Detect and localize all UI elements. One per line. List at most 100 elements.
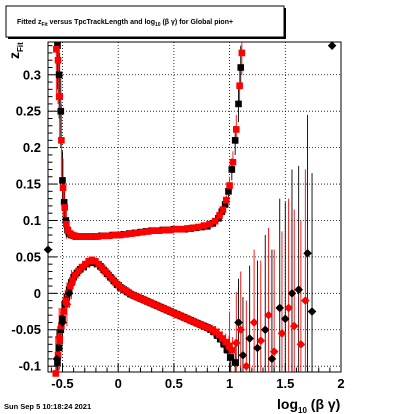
data-point-square xyxy=(90,233,97,240)
data-point-square xyxy=(142,297,149,304)
data-point-square xyxy=(222,338,229,346)
data-point-square xyxy=(122,231,130,238)
data-point-square xyxy=(132,292,139,300)
data-point-square xyxy=(112,279,119,286)
data-point-square xyxy=(118,284,126,292)
data-point-square xyxy=(238,49,246,57)
data-point-square xyxy=(237,64,245,71)
data-point-square xyxy=(229,346,236,354)
data-point-square xyxy=(71,271,79,279)
data-point-square xyxy=(225,188,232,195)
data-point-square xyxy=(228,166,236,173)
data-point-square xyxy=(198,322,206,329)
data-point-square xyxy=(188,317,196,325)
data-point-square xyxy=(60,198,68,206)
chart-title-box: Fitted zFit versus TpcTrackLength and lo… xyxy=(5,5,286,39)
data-point-square xyxy=(229,158,237,166)
data-point-square xyxy=(105,232,113,240)
data-point-square xyxy=(148,300,156,307)
data-point-square xyxy=(219,206,227,213)
y-tick-label: 0.25 xyxy=(16,104,41,119)
data-point-diamond xyxy=(253,343,262,353)
data-point-square xyxy=(78,263,86,271)
x-tick-label: -0.5 xyxy=(51,376,73,391)
data-point-square xyxy=(111,231,119,239)
data-point-diamond xyxy=(264,310,273,320)
data-point-square xyxy=(56,93,63,100)
y-tick-label: 0.1 xyxy=(23,213,41,228)
data-point-square xyxy=(215,331,223,339)
data-point-square xyxy=(54,42,61,49)
data-point-square xyxy=(62,217,70,224)
data-point-diamond xyxy=(62,299,72,309)
data-point-square xyxy=(122,287,129,294)
data-point-square xyxy=(95,260,102,268)
data-point-square xyxy=(82,260,89,268)
data-point-square xyxy=(175,311,183,319)
data-point-square xyxy=(125,289,133,296)
data-point-square xyxy=(53,45,60,53)
y-axis-label: zFit xyxy=(6,42,25,59)
data-point-square xyxy=(115,282,123,289)
data-point-square xyxy=(144,228,152,235)
data-point-square xyxy=(165,307,173,315)
data-point-square xyxy=(172,310,179,318)
data-point-square xyxy=(232,126,240,133)
data-point-diamond xyxy=(67,280,76,289)
x-tick-label: 2 xyxy=(337,376,344,391)
data-point-square xyxy=(59,177,66,184)
data-point-square xyxy=(102,268,109,275)
data-point-square xyxy=(88,256,96,264)
x-tick-label: 0 xyxy=(115,376,122,391)
data-point-square xyxy=(57,326,65,334)
data-point-diamond xyxy=(234,318,243,327)
data-point-square xyxy=(156,227,163,234)
data-point-square xyxy=(162,306,169,313)
data-point-diamond xyxy=(269,347,279,356)
timestamp-footer: Sun Sep 5 10:18:24 2021 xyxy=(4,402,91,411)
data-point-diamond xyxy=(287,289,297,298)
data-point-square xyxy=(57,107,65,115)
data-point-square xyxy=(221,201,229,208)
data-point-square xyxy=(128,291,136,299)
data-point-square xyxy=(172,225,180,233)
x-tick-label: 1 xyxy=(226,376,233,391)
data-point-square xyxy=(178,225,185,233)
data-markers xyxy=(43,41,337,377)
data-point-square xyxy=(85,257,92,265)
data-point-square xyxy=(206,220,213,228)
y-tick-label: -0.1 xyxy=(19,359,41,374)
data-point-diamond xyxy=(245,334,254,343)
data-point-square xyxy=(152,301,159,309)
data-point-square xyxy=(75,267,82,275)
chart-title: Fitted zFit versus TpcTrackLength and lo… xyxy=(17,19,233,28)
data-point-square xyxy=(158,304,166,312)
data-point-square xyxy=(185,316,193,323)
data-point-square xyxy=(211,217,219,225)
data-point-square xyxy=(145,298,153,306)
y-tick-label: 0.3 xyxy=(23,67,41,82)
data-point-square xyxy=(168,308,176,316)
data-point-diamond xyxy=(327,41,337,50)
data-point-square xyxy=(231,359,239,366)
data-point-square xyxy=(74,233,82,240)
data-point-square xyxy=(71,232,79,240)
data-point-square xyxy=(63,220,70,228)
data-point-square xyxy=(182,314,189,322)
data-point-square xyxy=(81,233,89,240)
data-point-square xyxy=(78,233,85,240)
data-point-diamond xyxy=(54,332,64,342)
data-point-diamond xyxy=(236,325,246,335)
data-point-square xyxy=(139,228,146,236)
data-point-square xyxy=(69,276,76,284)
data-point-square xyxy=(212,328,219,336)
data-point-diamond xyxy=(256,336,266,345)
x-tick-label: 0.5 xyxy=(165,376,183,391)
data-point-square xyxy=(231,137,239,144)
data-point-square xyxy=(226,182,233,189)
data-point-diamond xyxy=(289,321,299,331)
data-point-diamond xyxy=(260,325,270,335)
data-point-diamond xyxy=(275,303,285,313)
data-point-square xyxy=(98,264,106,272)
